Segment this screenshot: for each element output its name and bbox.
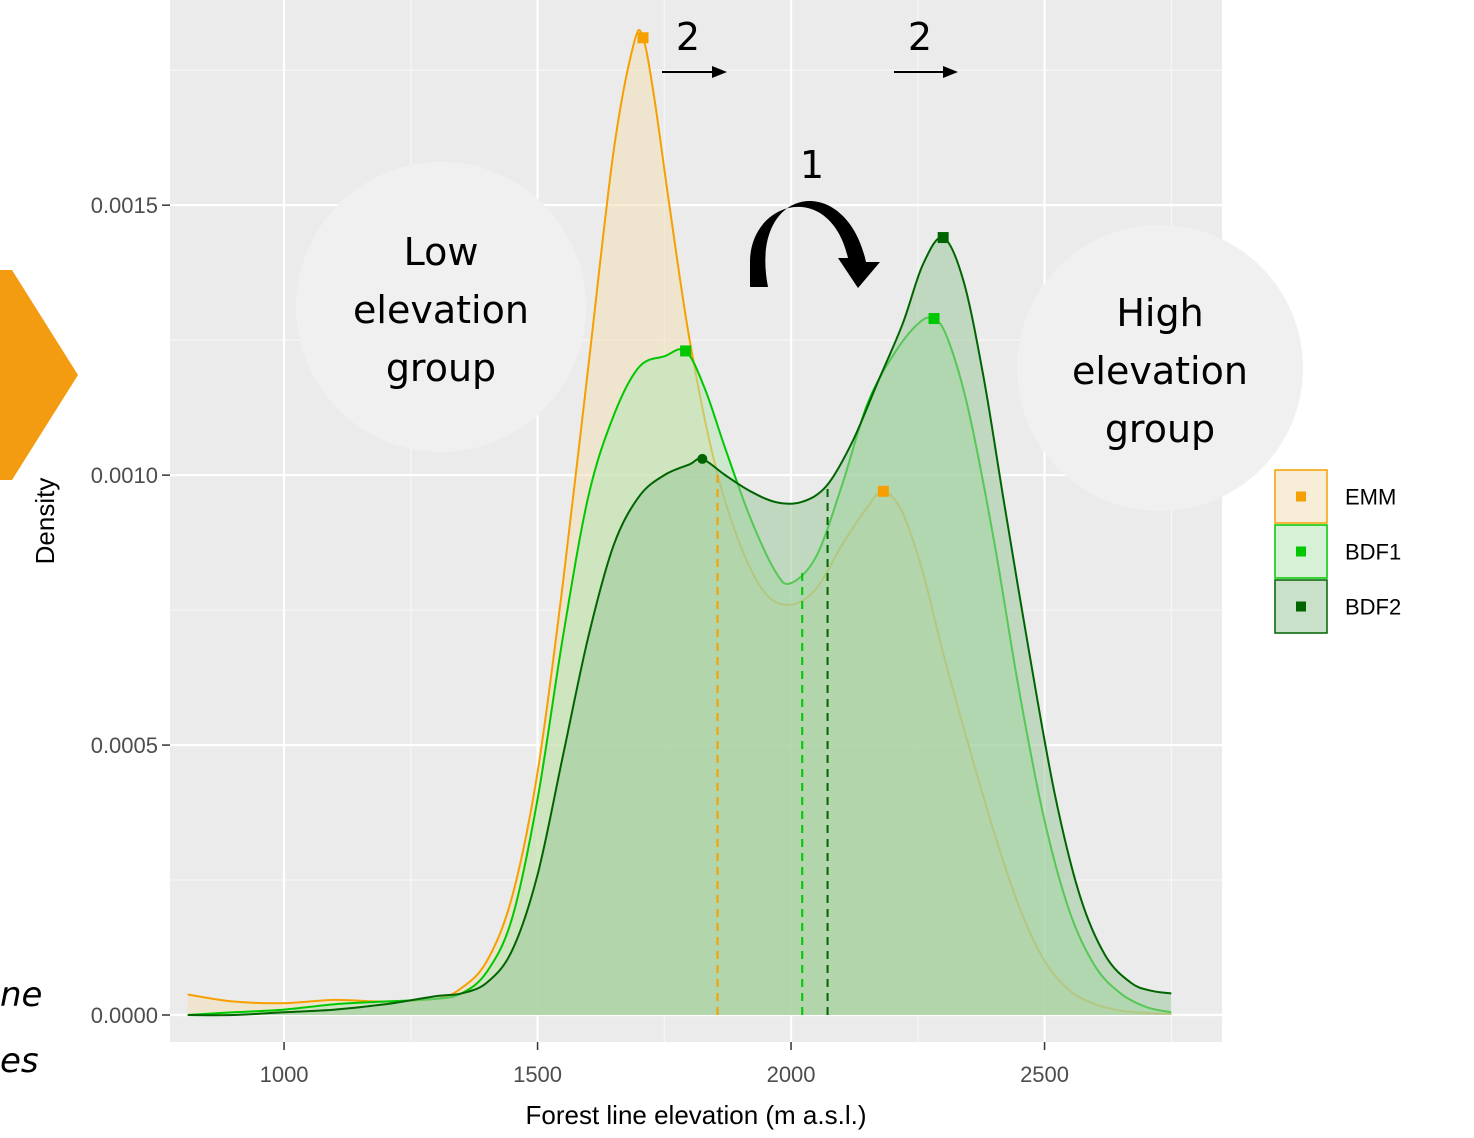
x-tick-label: 2000 <box>767 1062 816 1087</box>
peak-emm <box>637 32 649 44</box>
side-text-1: ne <box>0 975 42 1015</box>
orange-arrow-shape <box>0 270 78 480</box>
y-tick-label: 0.0000 <box>91 1003 158 1028</box>
shift-label: 1 <box>800 143 824 187</box>
legend-label-bdf2: BDF2 <box>1345 595 1401 620</box>
y-tick-label: 0.0015 <box>91 193 158 218</box>
line-bdf2 <box>187 236 1172 1017</box>
x-tick-label: 1500 <box>513 1062 562 1087</box>
high-group-bubble <box>1017 225 1303 511</box>
area-bdf2 <box>187 237 1172 1016</box>
y-axis-title: Density <box>30 478 60 565</box>
high-group-label-2: elevation <box>1072 349 1248 393</box>
legend-marker-emm <box>1296 491 1306 502</box>
high-group-label-3: group <box>1105 407 1215 451</box>
low-group-label-1: Low <box>404 230 479 274</box>
peak-markers <box>637 32 949 497</box>
density-areas <box>187 29 1172 1017</box>
low-group-bubble <box>296 162 586 452</box>
y-axis-ticks: 0.0000 0.0005 0.0010 0.0015 <box>91 193 170 1028</box>
x-tick-label: 2500 <box>1020 1062 1069 1087</box>
low-group-label-2: elevation <box>353 288 529 332</box>
peak-emm <box>877 485 889 497</box>
peak-bdf2 <box>697 453 708 464</box>
legend-marker-bdf1 <box>1296 546 1306 557</box>
move-label-right: 2 <box>908 15 932 59</box>
low-group-label-3: group <box>386 346 496 390</box>
legend-label-emm: EMM <box>1345 485 1396 510</box>
legend-marker-bdf2 <box>1296 601 1306 612</box>
peak-bdf2 <box>937 232 949 244</box>
mean-lines <box>716 472 829 1016</box>
curved-shift-arrow-icon <box>750 200 880 288</box>
move-arrow-left-icon <box>712 66 727 78</box>
x-axis-title: Forest line elevation (m a.s.l.) <box>525 1100 866 1130</box>
side-text-2: es <box>0 1041 39 1081</box>
x-axis-ticks: 1000 1500 2000 2500 <box>260 1042 1069 1087</box>
y-tick-label: 0.0010 <box>91 463 158 488</box>
peak-bdf1 <box>680 345 692 357</box>
legend-label-bdf1: BDF1 <box>1345 540 1401 565</box>
y-tick-label: 0.0005 <box>91 733 158 758</box>
high-group-label-1: High <box>1116 291 1203 335</box>
move-label-left: 2 <box>676 15 700 59</box>
peak-bdf1 <box>928 313 940 325</box>
legend: EMM BDF1 BDF2 <box>1274 469 1401 634</box>
x-tick-label: 1000 <box>260 1062 309 1087</box>
move-arrow-right-icon <box>943 66 958 78</box>
